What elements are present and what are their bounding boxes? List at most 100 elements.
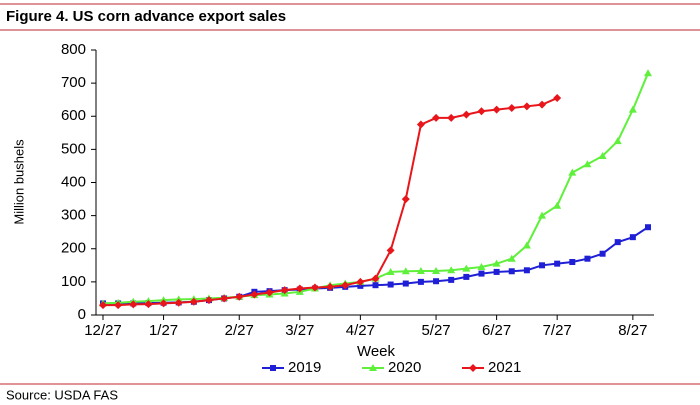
x-tick-label: 12/27 [84,322,122,339]
marker [129,300,138,309]
marker [538,211,547,219]
marker [220,294,229,303]
marker [644,69,652,77]
marker [250,290,259,299]
x-tick-label: 1/27 [149,322,178,339]
y-tick-label: 800 [61,41,86,58]
marker [371,274,380,283]
marker [522,241,531,249]
marker [432,266,441,274]
marker [554,260,561,267]
marker [447,266,456,274]
x-tick-label: 5/27 [421,322,450,339]
marker [356,277,365,286]
marker [369,364,377,371]
marker [568,168,577,176]
legend-label: 2019 [288,359,321,376]
y-tick-label: 500 [61,140,86,157]
marker [416,120,425,129]
marker [447,113,456,122]
y-tick-label: 0 [78,306,86,323]
chart-title: Figure 4. US corn advance export sales [6,8,286,25]
marker [235,292,244,301]
marker [386,267,395,275]
x-tick-label: 8/27 [618,322,647,339]
x-tick-label: 4/27 [346,322,375,339]
marker [469,364,477,372]
marker [159,299,168,308]
marker [372,282,379,289]
y-tick-label: 600 [61,107,86,124]
y-tick-label: 200 [61,240,86,257]
marker [310,283,319,292]
legend-label: 2020 [388,359,421,376]
marker [584,255,591,262]
marker [99,301,107,310]
marker [522,102,531,111]
marker [114,301,123,310]
marker [539,262,546,269]
marker [462,110,471,119]
marker [614,239,621,246]
y-tick-label: 400 [61,173,86,190]
marker [417,278,424,285]
marker [538,100,547,109]
marker [174,298,183,307]
x-tick-label: 7/27 [543,322,572,339]
y-tick-label: 300 [61,207,86,224]
marker [189,297,198,306]
marker [629,234,636,241]
marker [478,270,485,277]
series-line [103,226,649,305]
marker [204,296,213,305]
y-axis-label: Million bushels [11,139,26,225]
marker [583,160,592,168]
marker [341,281,350,290]
marker [462,264,471,272]
marker [493,268,500,275]
marker [477,107,486,116]
marker [402,280,409,287]
marker [144,300,153,309]
marker [387,281,394,288]
marker [492,259,501,267]
marker [645,224,651,231]
x-tick-label: 3/27 [285,322,314,339]
series-line [102,72,649,305]
marker [326,282,335,291]
marker [598,152,607,159]
x-axis-label: Week [357,343,396,360]
marker [463,273,470,280]
marker [416,266,425,274]
legend-label: 2021 [488,359,521,376]
marker [295,284,304,293]
x-tick-label: 2/27 [225,322,254,339]
marker [628,105,637,113]
marker [553,201,562,209]
series-line [103,97,558,307]
marker [613,137,622,145]
marker [265,288,274,297]
marker [432,113,441,122]
marker [280,286,289,295]
marker [386,246,395,255]
marker [553,94,562,103]
marker [508,268,515,275]
marker [477,262,486,270]
marker [507,254,516,262]
marker [599,250,606,257]
source: Source: USDA FAS [6,387,118,400]
marker [448,276,455,283]
y-tick-label: 100 [61,273,86,290]
marker [492,105,501,114]
marker [569,259,576,265]
marker [401,267,410,275]
x-tick-label: 6/27 [482,322,511,339]
marker [523,267,530,274]
marker [433,278,440,285]
marker [507,103,516,112]
y-tick-label: 700 [61,74,86,91]
marker [401,195,410,204]
marker [270,365,276,371]
